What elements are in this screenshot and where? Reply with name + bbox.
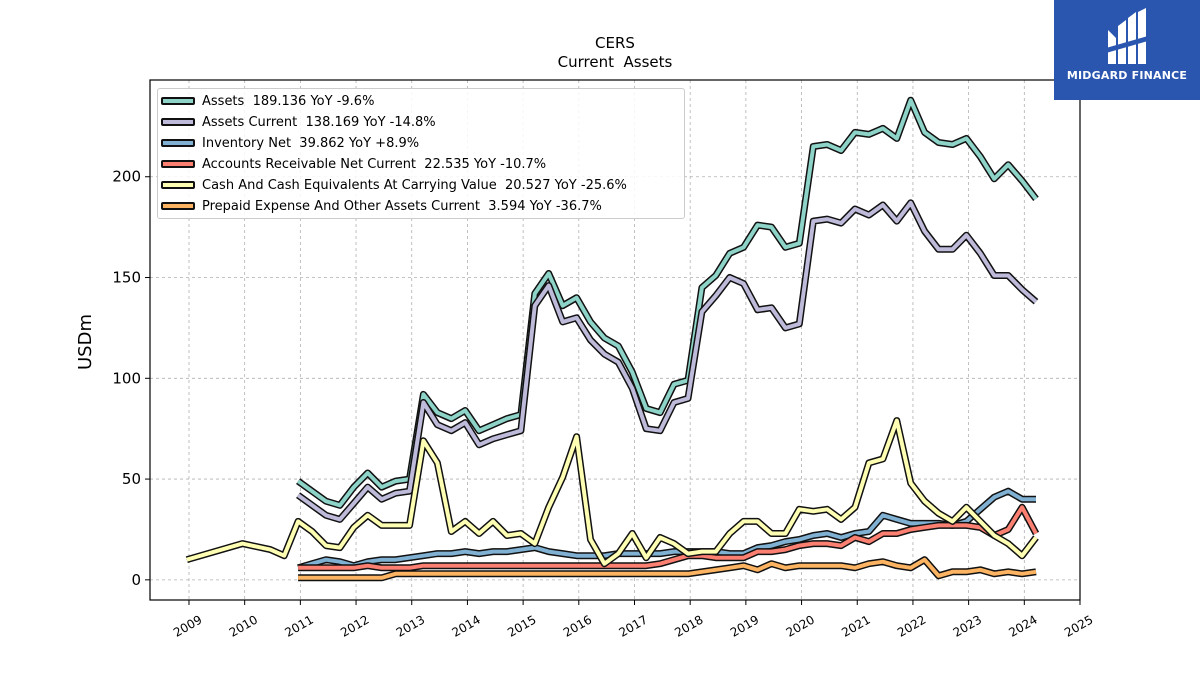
legend-item: Cash And Cash Equivalents At Carrying Va… <box>161 176 627 194</box>
series-line <box>186 418 1038 566</box>
legend-swatch <box>161 118 195 126</box>
legend-swatch <box>161 97 195 105</box>
series-line <box>298 557 1037 580</box>
y-axis-label: USDm <box>75 314 96 370</box>
legend-swatch <box>161 202 195 210</box>
plot-area-frame <box>149 79 1081 601</box>
x-tick-label: 2012 <box>338 612 371 639</box>
y-tick-label: 200 <box>112 168 141 186</box>
series-line <box>296 200 1038 522</box>
x-tick-label: 2021 <box>839 612 872 639</box>
y-tick-label: 50 <box>122 470 141 488</box>
series-assets-current <box>296 199 1039 523</box>
x-tick-label: 2019 <box>728 612 761 639</box>
legend-item: Assets 189.136 YoY -9.6% <box>161 92 374 110</box>
series-line <box>297 489 1036 570</box>
chart-legend: Assets 189.136 YoY -9.6% Assets Current 1… <box>157 88 685 219</box>
series-cash-and-cash-equivalents-at-carrying-value <box>185 417 1039 568</box>
x-tick-label: 2009 <box>171 612 204 639</box>
series-prepaid-expense-and-other-assets-current <box>298 556 1037 582</box>
series-inventory-net <box>297 487 1036 572</box>
series-line <box>298 505 1038 570</box>
x-axis: 2009 2010 2011 2012 2013 2014 2015 2016 2017 2018… <box>171 600 1096 640</box>
x-tick-label: 2020 <box>784 612 817 639</box>
legend-item: Prepaid Expense And Other Assets Current… <box>161 197 602 215</box>
x-tick-label: 2023 <box>951 612 984 639</box>
brand-logo: MIDGARD FINANCE <box>1054 0 1200 100</box>
y-tick-label: 0 <box>131 571 141 589</box>
x-tick-label: 2025 <box>1062 612 1095 639</box>
x-tick-label: 2010 <box>227 612 260 639</box>
midgard-logo-icon <box>1106 8 1148 64</box>
chart-subtitle: Current Assets <box>558 53 673 71</box>
chart-title: CERS <box>595 34 635 52</box>
x-tick-label: 2015 <box>505 612 538 639</box>
x-tick-label: 2024 <box>1006 612 1039 639</box>
legend-swatch <box>161 139 195 147</box>
y-axis: 0 50 100 150 200 <box>112 168 150 589</box>
legend-label: Cash And Cash Equivalents At Carrying Va… <box>202 177 627 193</box>
legend-item: Assets Current 138.169 YoY -14.8% <box>161 113 436 131</box>
legend-label: Accounts Receivable Net Current 22.535 Y… <box>202 156 547 172</box>
legend-item: Accounts Receivable Net Current 22.535 Y… <box>161 155 546 173</box>
x-tick-label: 2017 <box>617 612 650 639</box>
legend-swatch <box>161 160 195 168</box>
series-layer <box>185 96 1040 582</box>
x-tick-label: 2016 <box>561 612 594 639</box>
legend-label: Assets 189.136 YoY -9.6% <box>202 93 375 109</box>
legend-swatch <box>161 181 195 189</box>
legend-label: Inventory Net 39.862 YoY +8.9% <box>202 135 420 151</box>
x-tick-label: 2018 <box>672 612 705 639</box>
x-tick-label: 2013 <box>394 612 427 639</box>
legend-label: Assets Current 138.169 YoY -14.8% <box>202 114 436 130</box>
brand-name: MIDGARD FINANCE <box>1066 69 1188 82</box>
y-tick-label: 150 <box>112 269 141 287</box>
legend-label: Prepaid Expense And Other Assets Current… <box>202 198 602 214</box>
grid-lines <box>150 80 1081 600</box>
x-tick-label: 2022 <box>895 612 928 639</box>
x-tick-label: 2011 <box>282 612 315 639</box>
legend-item: Inventory Net 39.862 YoY +8.9% <box>161 134 419 152</box>
y-tick-label: 100 <box>112 369 141 387</box>
series-accounts-receivable-net-current <box>298 503 1040 572</box>
x-tick-label: 2014 <box>449 612 482 639</box>
